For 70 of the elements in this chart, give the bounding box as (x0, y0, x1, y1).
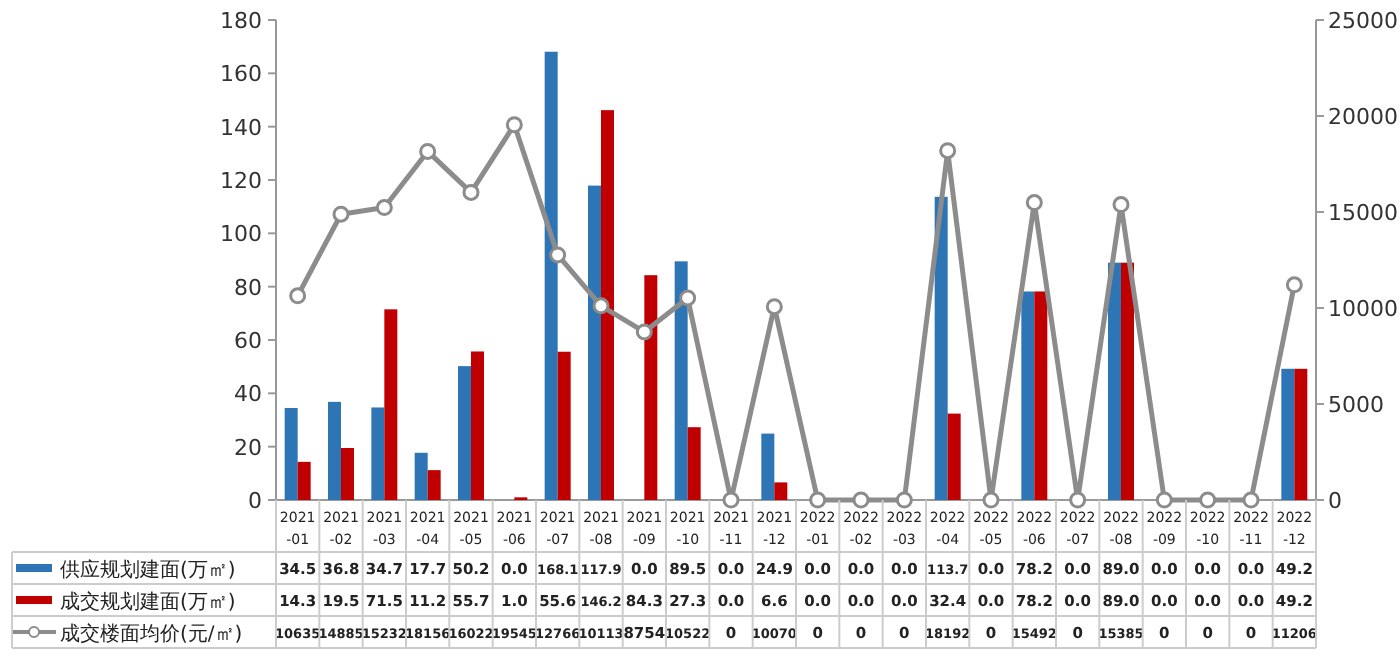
point (375, 199, 393, 217)
point (852, 491, 870, 509)
bar (414, 452, 428, 500)
bar (1121, 262, 1134, 500)
bar (427, 470, 441, 500)
point (1112, 196, 1130, 214)
bar (371, 407, 385, 500)
bar (1034, 291, 1048, 500)
bar (297, 461, 311, 500)
bar (687, 427, 701, 500)
bar (947, 413, 961, 500)
bar (328, 401, 341, 500)
point (895, 491, 913, 509)
bar (471, 351, 484, 500)
point (505, 116, 523, 134)
point (939, 142, 957, 160)
point (1285, 276, 1303, 294)
point (462, 183, 480, 201)
y2-tick-label: 15000 (1328, 200, 1398, 226)
point (549, 246, 567, 264)
point (592, 297, 610, 315)
point (765, 298, 783, 316)
bar (341, 448, 354, 500)
bar (1294, 368, 1308, 500)
point (982, 491, 1000, 509)
y2-tick-label: 0 (1328, 488, 1342, 514)
point (809, 491, 827, 509)
bar (674, 261, 688, 500)
point (722, 491, 740, 509)
bar (644, 275, 658, 500)
point (635, 323, 653, 341)
y-tick-label: 120 (220, 168, 262, 194)
y2-tick-label: 20000 (1328, 104, 1398, 130)
y2-tick-label: 25000 (1328, 8, 1398, 34)
y-tick-label: 20 (234, 434, 262, 461)
bar (384, 309, 398, 500)
point (1155, 491, 1173, 509)
y-tick-label: 160 (220, 61, 262, 88)
y2-tick-label: 5000 (1328, 392, 1384, 418)
y-tick-label: 180 (220, 8, 262, 34)
bar (761, 433, 775, 500)
bar (1281, 368, 1295, 500)
point (679, 289, 697, 307)
y-tick-label: 0 (248, 488, 262, 514)
point (289, 287, 307, 305)
bar (774, 482, 788, 500)
point (1025, 194, 1043, 212)
bar (588, 185, 601, 500)
point (332, 205, 350, 223)
bar (1021, 291, 1035, 500)
bar (458, 366, 471, 500)
bar (1108, 262, 1121, 500)
point (419, 142, 437, 160)
legend-label: 供应规划建面(万㎡) (60, 558, 236, 582)
y-tick-label: 40 (234, 381, 262, 408)
y-tick-label: 140 (220, 114, 262, 141)
bar (601, 110, 614, 500)
bar (284, 408, 298, 500)
y-tick-label: 60 (234, 328, 262, 354)
legend-label: 成交楼面均价(元/㎡) (60, 622, 243, 646)
point (1069, 491, 1087, 509)
point (1199, 491, 1217, 509)
legend-label: 成交规划建面(万㎡) (60, 590, 236, 614)
bar (544, 51, 558, 500)
y-tick-label: 100 (220, 221, 262, 248)
bar (934, 196, 948, 500)
y2-tick-label: 10000 (1328, 296, 1398, 322)
point (1242, 491, 1260, 509)
bar (557, 351, 571, 500)
y-tick-label: 80 (234, 274, 262, 301)
